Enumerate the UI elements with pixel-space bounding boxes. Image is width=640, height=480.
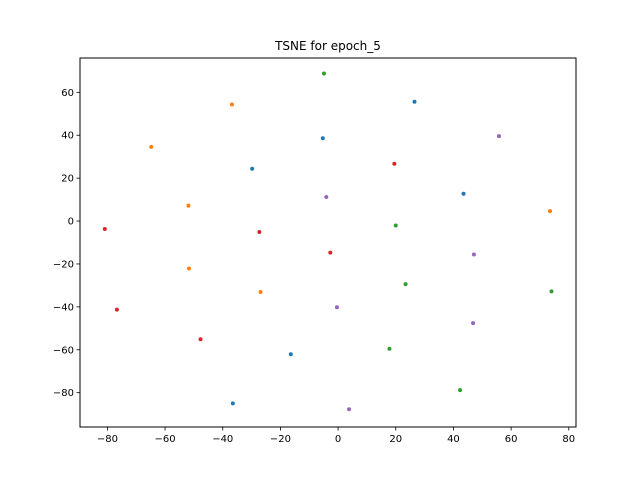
scatter-point-series-3 [257, 229, 262, 234]
scatter-point-series-2 [321, 71, 326, 76]
scatter-point-series-2 [403, 282, 408, 287]
x-tick-label: −80 [97, 434, 118, 445]
scatter-point-series-3 [102, 226, 107, 231]
x-tick-label: 0 [335, 434, 341, 445]
x-tick-label: 20 [389, 434, 402, 445]
x-tick-label: 80 [562, 434, 575, 445]
scatter-point-series-0 [288, 352, 293, 357]
scatter-point-series-0 [461, 191, 466, 196]
scatter-point-series-2 [549, 289, 554, 294]
scatter-point-series-0 [250, 166, 255, 171]
scatter-point-series-1 [229, 102, 234, 107]
y-tick-label: −60 [53, 345, 74, 356]
scatter-point-series-3 [328, 250, 333, 255]
x-tick-label: −20 [270, 434, 291, 445]
scatter-point-series-1 [186, 203, 191, 208]
y-tick-label: −80 [53, 388, 74, 399]
scatter-point-series-1 [149, 144, 154, 149]
y-tick-label: 60 [61, 88, 74, 99]
y-tick-label: 40 [61, 131, 74, 142]
plot-area-frame [79, 57, 577, 428]
scatter-point-series-3 [392, 161, 397, 166]
x-tick-label: −40 [212, 434, 233, 445]
scatter-point-series-0 [230, 401, 235, 406]
y-tick-label: 0 [68, 217, 74, 228]
y-tick-label: 20 [61, 174, 74, 185]
scatter-point-series-4 [471, 321, 476, 326]
scatter-point-series-1 [548, 209, 553, 214]
scatter-point-series-2 [458, 388, 463, 393]
scatter-point-series-0 [412, 99, 417, 104]
scatter-point-series-4 [471, 252, 476, 257]
y-tick-label: −40 [53, 302, 74, 313]
scatter-point-series-3 [198, 337, 203, 342]
scatter-point-series-2 [387, 346, 392, 351]
scatter-point-series-1 [258, 290, 263, 295]
scatter-point-series-4 [497, 134, 502, 139]
chart-title: TSNE for epoch_5 [274, 39, 381, 53]
axis-ticks: −80 −60 −40 −20 0 20 40 60 80 60 40 20 0 −20 −40 −60 −80 [53, 88, 575, 445]
x-tick-label: −60 [155, 434, 176, 445]
scatter-point-series-3 [114, 307, 119, 312]
scatter-point-series-2 [393, 223, 398, 228]
scatter-point-series-4 [347, 407, 352, 412]
y-tick-label: −20 [53, 259, 74, 270]
scatter-point-series-4 [324, 195, 329, 200]
scatter-point-series-1 [187, 266, 192, 271]
scatter-points [102, 71, 554, 412]
x-tick-label: 40 [447, 434, 460, 445]
scatter-point-series-4 [334, 305, 339, 310]
x-tick-label: 60 [505, 434, 518, 445]
scatter-point-series-0 [320, 136, 325, 141]
